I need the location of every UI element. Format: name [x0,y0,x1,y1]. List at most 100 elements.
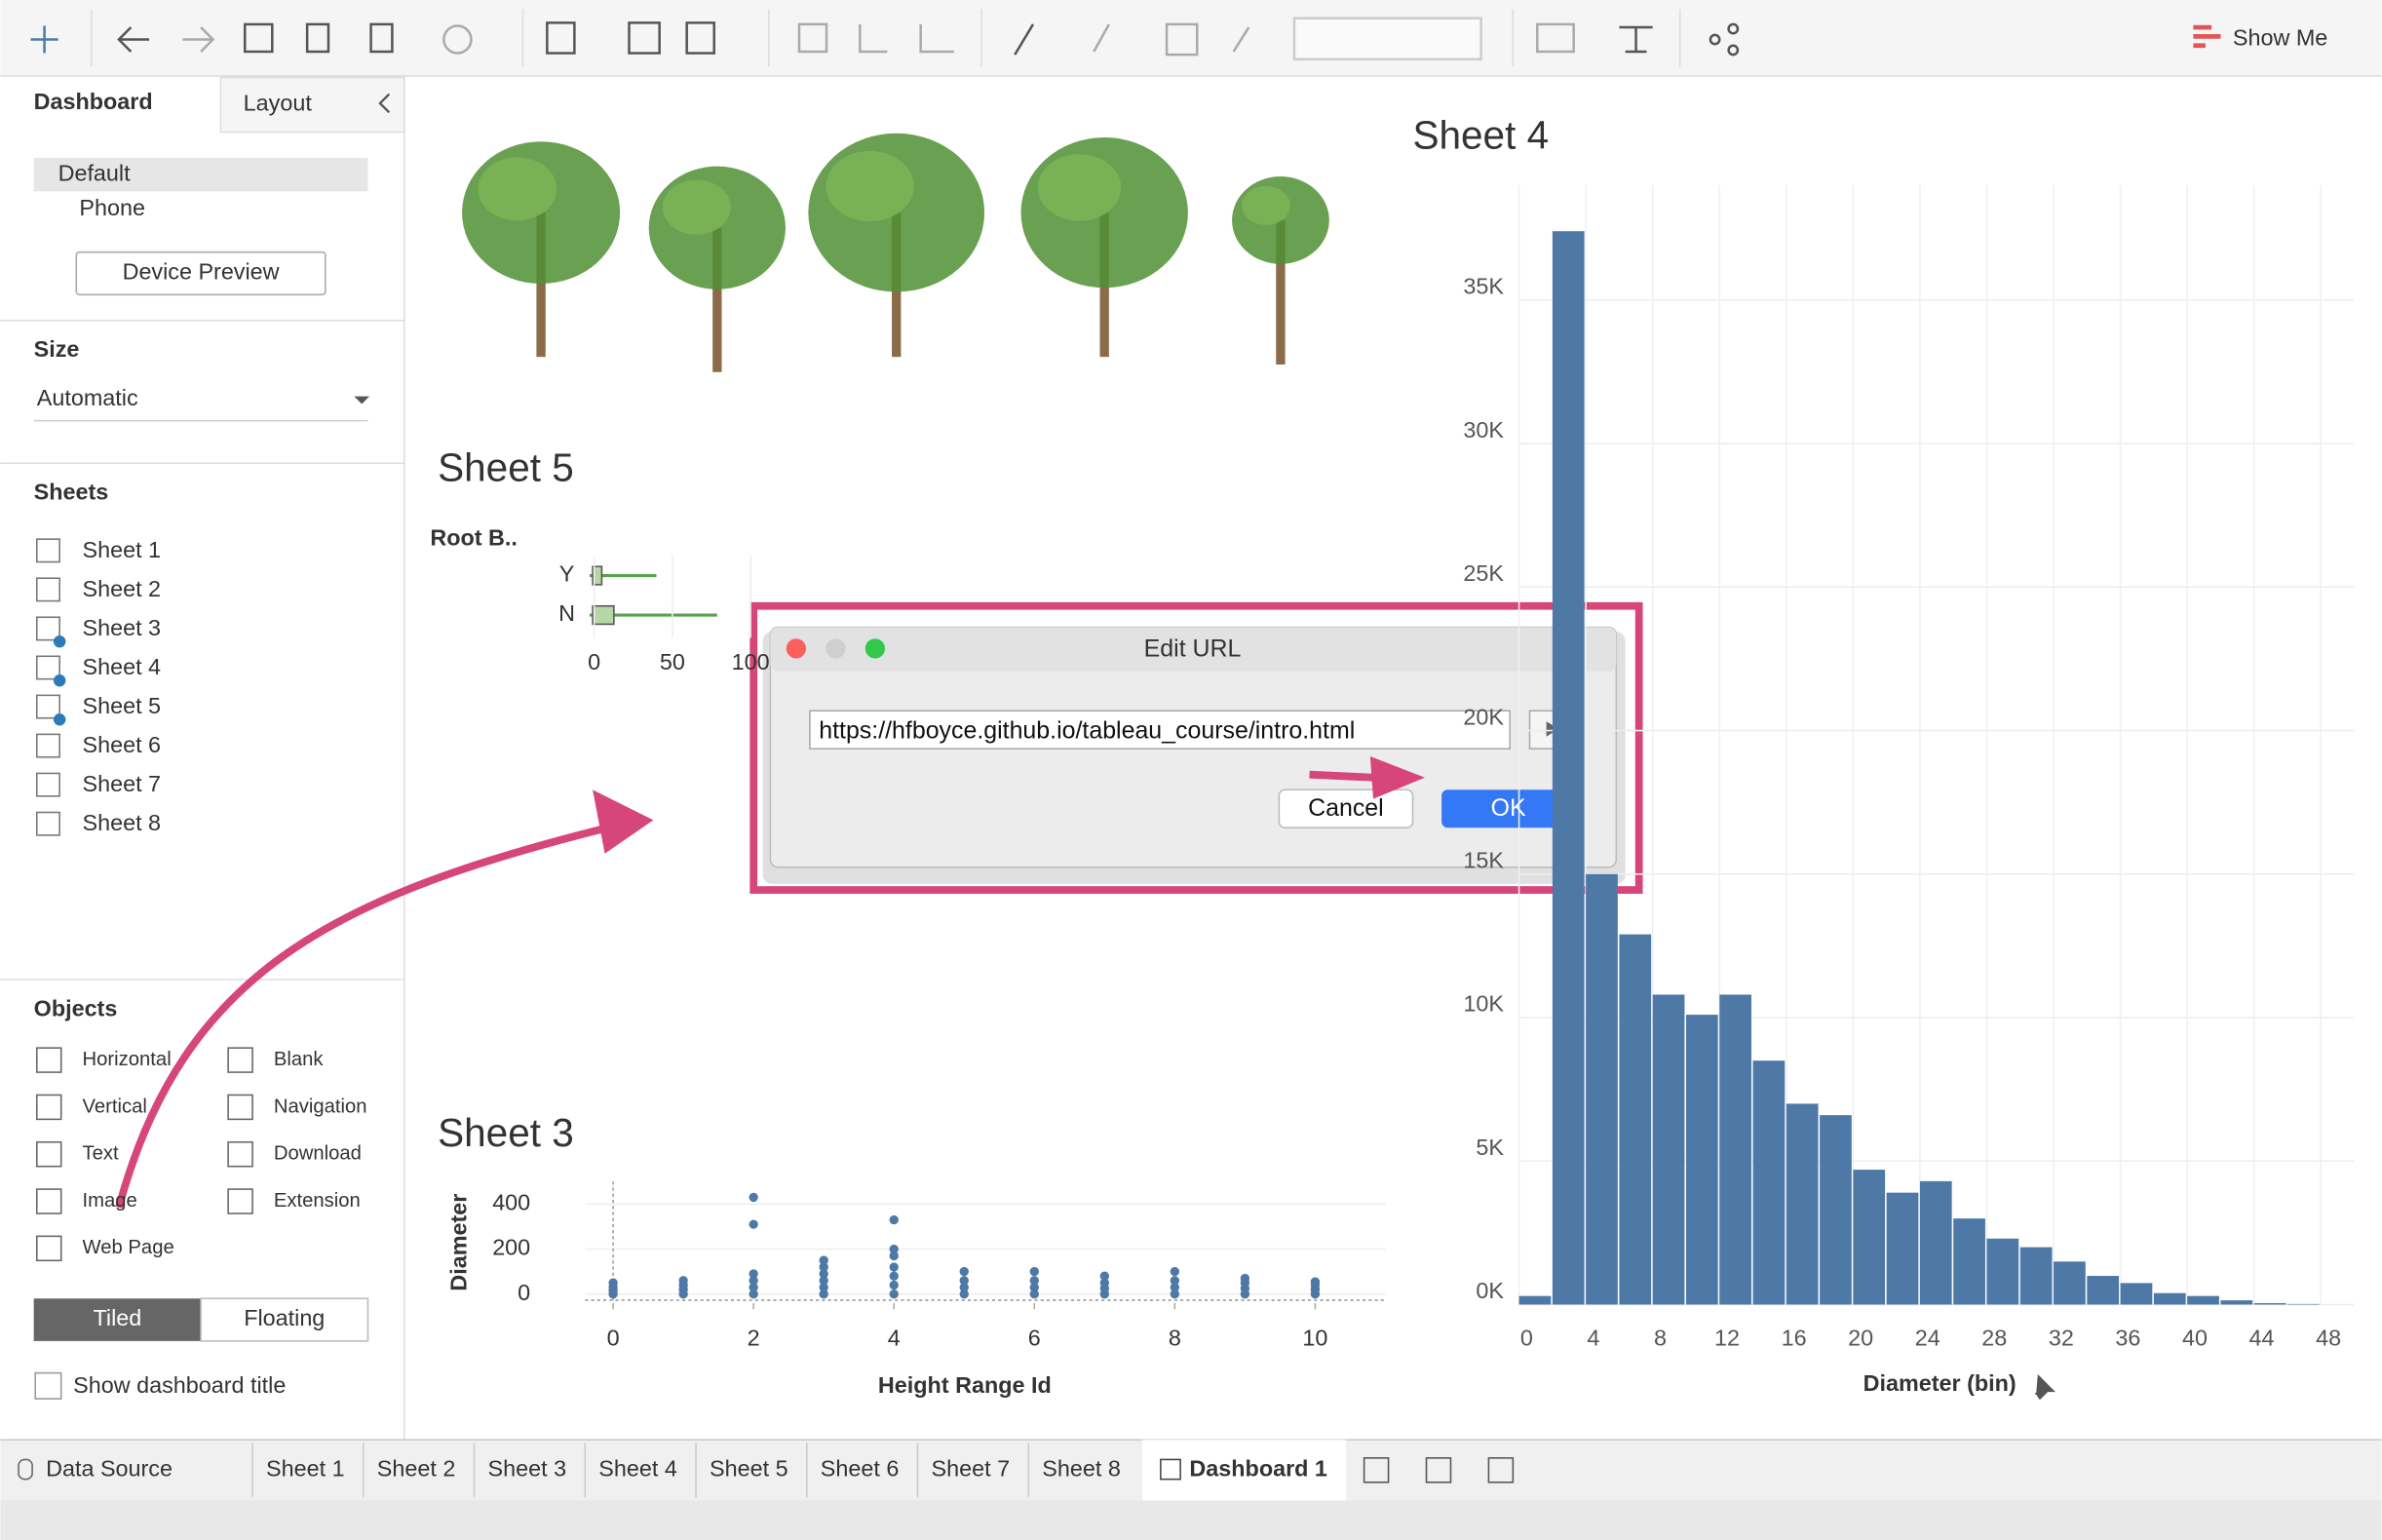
x-tick-label: 8 [1654,1325,1667,1350]
field-label: Root B.. [430,524,518,550]
minimize-button [826,638,846,659]
layout-tab[interactable] [219,76,405,134]
y-tick-label: 15K [1463,848,1504,873]
point [1170,1290,1180,1299]
x-tick-label: 0 [1520,1325,1533,1350]
active-tab[interactable] [1142,1440,1346,1501]
y-tick-label: 400 [492,1190,530,1215]
sheet-tab[interactable]: Sheet 7 [932,1455,1011,1481]
object-item[interactable]: Vertical [83,1096,147,1117]
layout-tab-label[interactable]: Layout [244,91,313,116]
point [889,1271,899,1281]
show-title-label[interactable]: Show dashboard title [73,1372,286,1398]
point [819,1269,828,1279]
new-tab-icon[interactable] [1487,1457,1515,1483]
sheet-item[interactable]: Sheet 2 [83,576,162,601]
size-caret[interactable] [354,396,370,404]
toolbar-separators [91,9,1681,67]
sheet-icon [35,811,60,836]
new-tab-icon[interactable] [1425,1457,1452,1483]
y-tick-label: 0 [518,1280,530,1305]
object-item[interactable]: Blank [274,1049,325,1070]
object-item[interactable]: Download [274,1143,362,1165]
size-value[interactable]: Automatic [37,385,138,410]
y-axis-label: Diameter [446,1194,472,1291]
tree-trunk [712,227,722,372]
tiled-label[interactable]: Tiled [93,1305,141,1330]
bar [2153,1292,2186,1305]
point [678,1276,688,1286]
device-default[interactable]: Default [58,160,132,185]
point [749,1269,758,1279]
floating-button[interactable] [200,1297,369,1342]
zoom-button[interactable] [864,638,886,659]
ok-button[interactable] [1441,789,1576,828]
object-item[interactable]: Text [83,1143,120,1165]
data-source-icon [18,1458,33,1481]
sheet-item[interactable]: Sheet 3 [83,615,162,640]
tree-crown-light [1037,154,1122,221]
sheet-item[interactable]: Sheet 8 [83,810,162,835]
new-tab-icon[interactable] [1363,1457,1390,1483]
sheet-tab[interactable]: Sheet 2 [377,1455,456,1481]
point [1029,1290,1039,1299]
object-item[interactable]: Horizontal [83,1049,172,1070]
point [959,1290,969,1299]
toolbar [0,0,2382,76]
bar [1652,994,1685,1305]
tiled-button[interactable] [33,1298,202,1341]
pin-icon[interactable] [2034,1373,2055,1401]
dashboard-tab[interactable]: Dashboard [34,89,153,114]
object-item[interactable]: Web Page [83,1237,174,1258]
bar [1619,934,1652,1305]
url-text[interactable]: https://hfboyce.github.io/tableau_course… [819,717,1355,745]
floating-label[interactable]: Floating [244,1305,325,1330]
sheet-item[interactable]: Sheet 5 [83,693,162,718]
bar [2120,1283,2153,1305]
show-me[interactable]: Show Me [2233,25,2327,51]
sheet-tab[interactable]: Sheet 4 [598,1455,677,1481]
object-item[interactable]: Navigation [274,1096,367,1117]
close-button[interactable] [786,638,806,659]
cancel-label[interactable]: Cancel [1308,794,1384,822]
ok-label[interactable]: OK [1491,794,1526,822]
point [959,1283,969,1292]
sheet-item[interactable]: Sheet 7 [83,771,162,796]
point [819,1255,828,1265]
collapse-icon[interactable] [378,93,391,114]
x-tick-label: 12 [1714,1325,1740,1350]
sheet-icon [35,655,60,680]
bar [1586,873,1618,1305]
sheet-tab[interactable]: Sheet 6 [821,1455,900,1481]
sheet-item[interactable]: Sheet 1 [83,537,162,562]
cancel-button[interactable] [1278,789,1414,828]
url-input[interactable] [809,710,1511,750]
object-item[interactable]: Extension [274,1190,361,1212]
data-source-tab[interactable]: Data Source [46,1455,173,1481]
bar [2019,1247,2053,1305]
sheet-tab[interactable]: Sheet 1 [266,1455,345,1481]
dashboard-tab[interactable]: Dashboard 1 [1189,1455,1327,1481]
tree-images [462,133,1329,372]
device-phone[interactable]: Phone [79,195,145,220]
x-tick-label: 20 [1848,1325,1873,1350]
sheet-tab[interactable]: Sheet 3 [488,1455,567,1481]
sheet-tab[interactable]: Sheet 8 [1042,1455,1121,1481]
sheet-tab[interactable]: Sheet 5 [710,1455,788,1481]
sheet-icon [35,733,60,758]
object-icon [35,1094,62,1121]
object-item[interactable]: Image [83,1190,137,1212]
sheet-used-badge [53,713,66,726]
point [608,1278,618,1288]
sheet-item[interactable]: Sheet 4 [83,654,162,679]
device-preview-button[interactable] [75,250,327,296]
device-preview[interactable]: Device Preview [123,259,280,285]
object-icon [227,1047,253,1073]
bar [1820,1115,1852,1305]
point [749,1276,758,1286]
title-checkbox[interactable] [34,1371,62,1400]
x-tick-label: 0 [588,649,600,674]
sheet-item[interactable]: Sheet 6 [83,732,162,757]
point [749,1290,758,1299]
box [592,604,615,626]
